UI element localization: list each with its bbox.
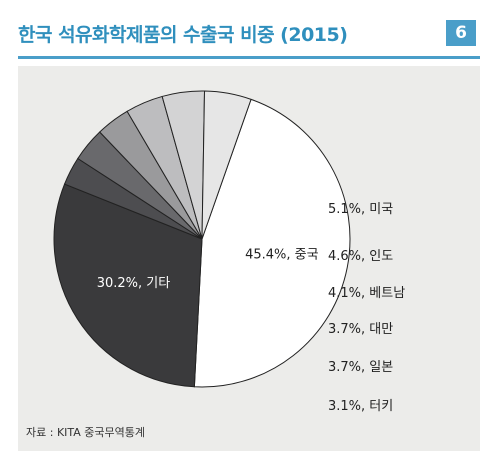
slice-label-터키: 3.1%, 터키 [328, 399, 393, 414]
slice-label-기타: 30.2%, 기타 [97, 276, 171, 291]
slice-label-미국: 5.1%, 미국 [328, 202, 393, 217]
title-rule [18, 56, 480, 59]
source-note: 자료 : KITA 중국무역통계 [26, 426, 146, 439]
pie-slice-미국 [201, 90, 252, 240]
figure-number-badge: 6 [446, 20, 476, 46]
slice-label-베트남: 4.1%, 베트남 [328, 286, 405, 301]
slice-label-중국: 45.4%, 중국 [245, 248, 319, 263]
slice-label-일본: 3.7%, 일본 [328, 360, 393, 375]
pie-chart: 45.4%, 중국 30.2%, 기타 3.1%, 터키 3.7%, 일본 3.7%, … [53, 90, 405, 414]
chart-panel: 45.4%, 중국 30.2%, 기타 3.1%, 터키 3.7%, 일본 3.7%, … [18, 66, 480, 451]
slice-label-대만: 3.7%, 대만 [328, 322, 393, 337]
slice-label-인도: 4.6%, 인도 [328, 249, 393, 264]
chart-title: 한국 석유화학제품의 수출국 비중 (2015) [18, 24, 348, 46]
pie-slice-중국 [193, 98, 351, 388]
pie-slice-기타 [53, 183, 203, 388]
